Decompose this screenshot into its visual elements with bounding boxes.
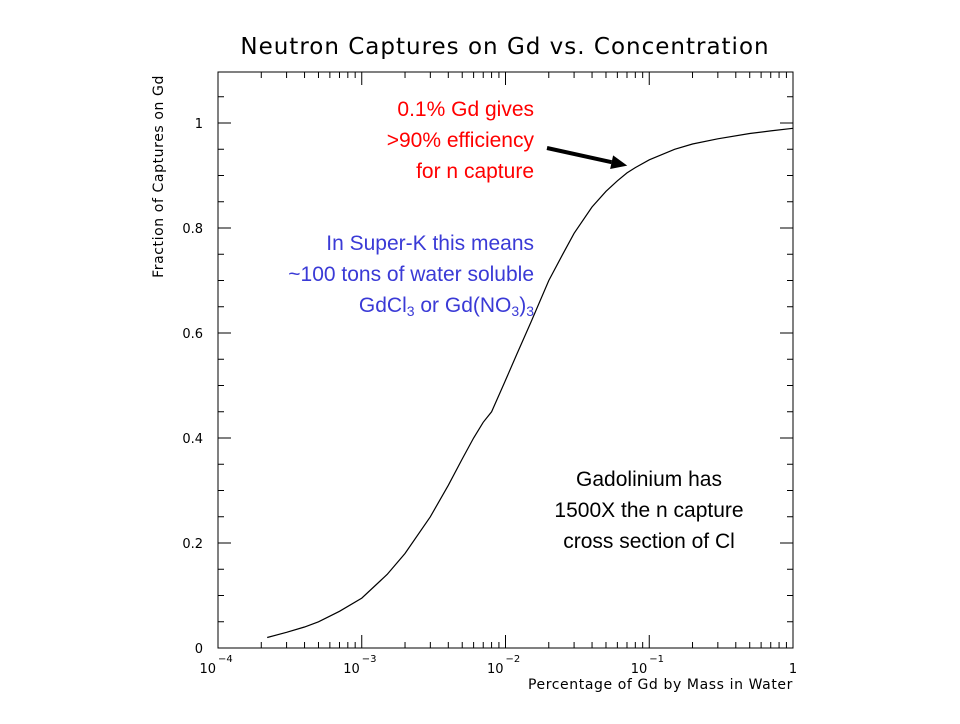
x-tick-exponent: −2: [506, 654, 521, 665]
y-tick-label: 0.2: [182, 537, 203, 552]
x-tick-label: 10−4: [199, 654, 232, 677]
x-tick-base: 10: [631, 662, 648, 677]
annotation-line: ~100 tons of water soluble: [288, 263, 534, 286]
x-tick-label: 10−3: [343, 654, 376, 677]
x-tick-label: 10−2: [487, 654, 520, 677]
chart-title: Neutron Captures on Gd vs. Concentration: [240, 34, 769, 60]
series-line: [267, 127, 794, 639]
x-tick-base: 10: [199, 662, 216, 677]
annotation: In Super-K this means ~100 tons of water …: [288, 232, 534, 319]
x-tick-exponent: −3: [362, 654, 377, 665]
annotation-line: GdCl3 or Gd(NO3)3: [359, 294, 534, 319]
x-tick-exponent: −1: [649, 654, 664, 665]
y-tick-label: 0.4: [182, 432, 203, 447]
y-tick-label: 0.8: [182, 222, 203, 237]
annotation-line: Gadolinium has: [576, 468, 722, 491]
x-tick-base: 10: [343, 662, 360, 677]
annotation-line: In Super-K this means: [326, 232, 534, 255]
x-tick-labels: 10−410−310−210−11: [199, 654, 797, 677]
x-tick-exponent: −4: [218, 654, 233, 665]
annotation-line: cross section of Cl: [563, 530, 735, 553]
annotation-arrow-head: [610, 155, 628, 170]
annotation-arrow: [546, 146, 613, 165]
x-axis-label: Percentage of Gd by Mass in Water: [528, 677, 793, 693]
axis-ticks: [217, 72, 794, 649]
y-tick-labels: 0 0.2 0.4 0.6 0.8 1: [182, 117, 203, 657]
y-tick-label: 1: [195, 117, 203, 132]
annotation-line: 1500X the n capture: [554, 499, 743, 522]
annotation-line: >90% efficiency: [387, 129, 535, 152]
x-tick-base: 1: [789, 662, 797, 677]
y-tick-label: 0.6: [182, 327, 203, 342]
annotation-line: for n capture: [416, 160, 534, 183]
y-axis-label: Fraction of Captures on Gd: [151, 75, 167, 278]
y-tick-label: 0: [195, 642, 203, 657]
annotations: 0.1% Gd gives >90% efficiency for n captur…: [288, 98, 743, 553]
annotation: 0.1% Gd gives >90% efficiency for n captur…: [387, 98, 535, 183]
plot-frame: [217, 71, 794, 649]
x-tick-base: 10: [487, 662, 504, 677]
x-tick-label: 10−1: [631, 654, 664, 677]
x-tick-label: 1: [789, 662, 797, 677]
annotation-line: 0.1% Gd gives: [397, 98, 534, 121]
annotation: Gadolinium has 1500X the n capture cross s…: [554, 468, 743, 553]
